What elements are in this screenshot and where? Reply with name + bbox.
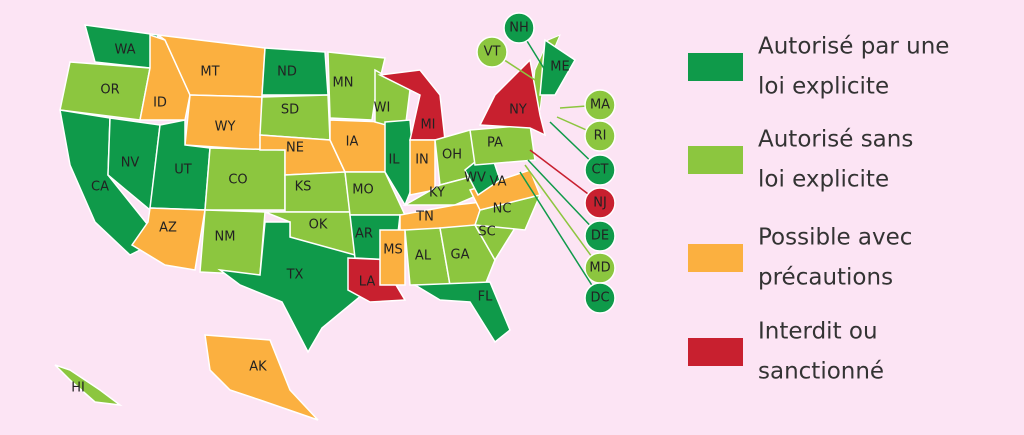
callout-circle: [584, 154, 616, 186]
callout-label: MD: [589, 261, 610, 276]
state-label: LA: [359, 275, 376, 290]
callout-label: DC: [590, 291, 609, 306]
callout-circle: [476, 36, 508, 68]
state-shape: [439, 224, 496, 286]
state-label: AK: [249, 360, 267, 375]
callout-line: [524, 164, 601, 269]
state-label: TN: [415, 210, 434, 225]
state-label: IL: [388, 153, 400, 168]
state-label: IA: [346, 135, 359, 150]
callout-circle: [503, 12, 535, 44]
state-label: OR: [100, 83, 119, 98]
state-label: OH: [442, 148, 462, 163]
state-label: MT: [200, 65, 219, 80]
state-label: MO: [352, 183, 373, 198]
state-label: NE: [286, 141, 304, 156]
state-label: MI: [420, 118, 435, 133]
callout-label: NH: [509, 21, 529, 36]
legend-swatch: [688, 53, 743, 81]
state-label: OK: [309, 218, 328, 233]
state-label: MN: [333, 76, 354, 91]
state-label: ID: [153, 96, 167, 111]
callout-circle: [584, 220, 616, 252]
state-label: CA: [91, 180, 109, 195]
state-label: WV: [464, 171, 486, 186]
callout-circle: [584, 89, 616, 121]
state-label: UT: [174, 163, 192, 178]
state-label: TX: [286, 268, 304, 283]
legend-label: Interdit ou: [758, 319, 878, 345]
callout-label: VT: [484, 45, 501, 60]
callout-line: [519, 171, 601, 299]
legend-swatch: [688, 338, 743, 366]
state-label: AZ: [159, 221, 177, 236]
state-label: AR: [355, 227, 373, 242]
callout-circle: [584, 282, 616, 314]
callout-circle: [584, 187, 616, 219]
state-label: KS: [295, 180, 312, 195]
state-label: SD: [281, 103, 299, 118]
state-label: KY: [429, 186, 445, 201]
state-shape: [54, 364, 123, 407]
legend-label: Autorisé sans: [758, 127, 913, 153]
state-label: NC: [493, 202, 512, 217]
state-shape: [327, 51, 386, 121]
state-shape: [412, 281, 511, 344]
state-shape: [204, 334, 319, 421]
state-label: IN: [415, 153, 429, 168]
legend-label: Autorisé par une: [758, 34, 949, 60]
callout-label: NJ: [593, 196, 607, 211]
legend-label: loi explicite: [758, 167, 889, 193]
state-label: ME: [550, 60, 569, 75]
state-shape: [539, 38, 576, 96]
legend-label: loi explicite: [758, 74, 889, 100]
legend-label: sanctionné: [758, 359, 884, 385]
callout-label: DE: [591, 229, 609, 244]
legend-label: précautions: [758, 265, 893, 291]
state-label: WA: [114, 43, 135, 58]
callout-label: CT: [591, 163, 608, 178]
legend-swatch: [688, 146, 743, 174]
state-label: VA: [490, 175, 507, 190]
state-label: ND: [277, 65, 297, 80]
state-label: MS: [383, 243, 402, 258]
callout-circle: [584, 120, 616, 152]
state-label: AL: [415, 249, 432, 264]
state-label: FL: [478, 290, 493, 305]
state-label: CO: [228, 173, 247, 188]
state-label: NY: [509, 103, 527, 118]
state-label: HI: [71, 381, 85, 396]
callout-label: RI: [594, 129, 607, 144]
state-label: WI: [374, 101, 391, 116]
state-label: GA: [451, 248, 470, 263]
legend-label: Possible avec: [758, 225, 912, 251]
state-label: WY: [215, 120, 236, 135]
callout-line: [527, 159, 601, 237]
state-label: NM: [215, 230, 236, 245]
state-shape: [468, 169, 542, 211]
callout-label: MA: [590, 98, 610, 113]
state-shape: [217, 221, 363, 354]
state-label: NV: [121, 156, 140, 171]
legend-swatch: [688, 244, 743, 272]
state-shape: [478, 58, 547, 137]
state-shape: [379, 229, 406, 286]
state-label: SC: [478, 225, 495, 240]
state-label: PA: [487, 136, 503, 151]
